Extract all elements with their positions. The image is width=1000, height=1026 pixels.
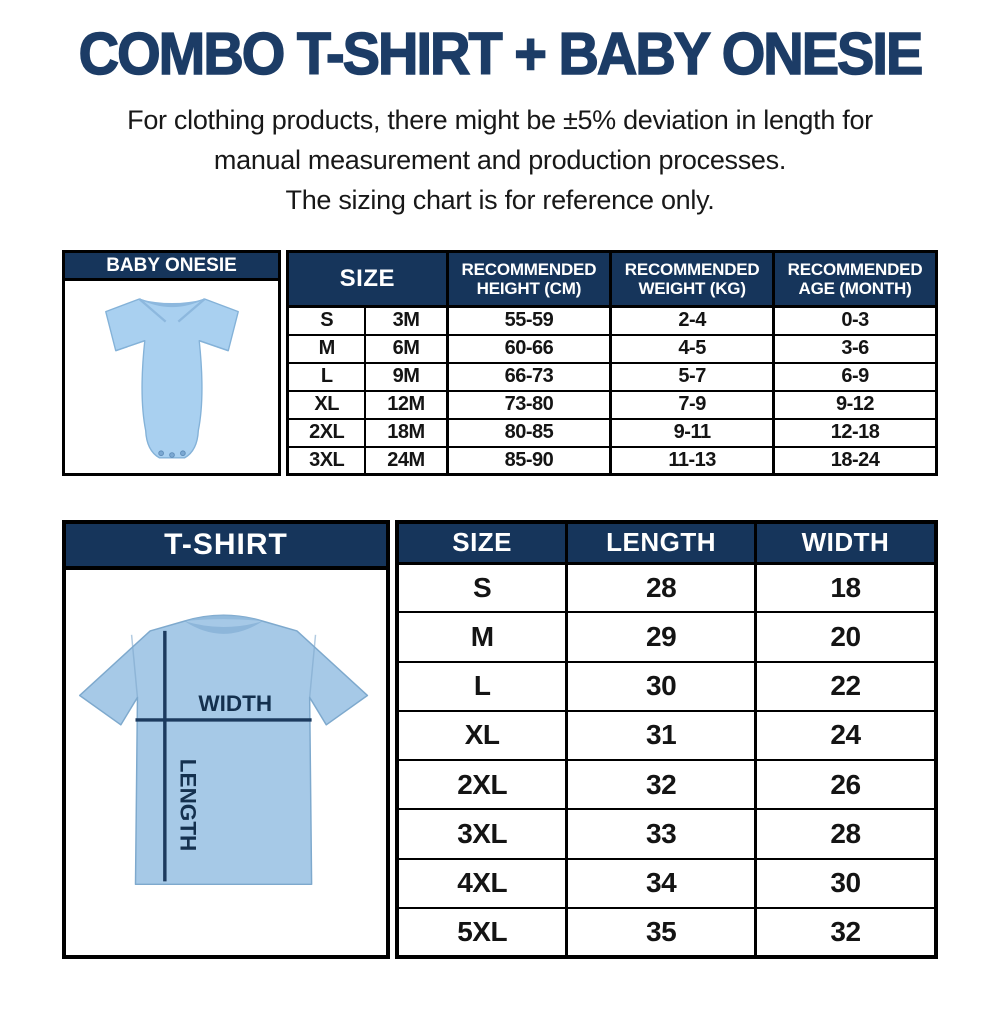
size-cell: L <box>395 660 569 712</box>
onesie-image <box>65 281 278 473</box>
length-cell: 30 <box>565 660 757 712</box>
month-size-cell: 18M <box>364 417 449 448</box>
tshirt-size-section: T-SHIRT WIDTH LENGTH <box>62 520 938 959</box>
baby-onesie-illustration <box>104 298 239 459</box>
table-row: L 30 22 <box>395 660 938 712</box>
onesie-size-section: BABY ONESIE <box>62 250 938 476</box>
disclaimer-line: For clothing products, there might be ±5… <box>127 105 873 135</box>
width-cell: 24 <box>753 709 938 762</box>
length-cell: 32 <box>565 758 757 811</box>
length-cell: 28 <box>565 561 757 614</box>
age-cell: 6-9 <box>772 361 938 392</box>
size-cell: L <box>286 361 367 392</box>
length-cell: 33 <box>565 808 757 860</box>
table-row: M 29 20 <box>395 611 938 663</box>
width-cell: 26 <box>753 758 938 811</box>
height-cell: 66-73 <box>445 361 612 392</box>
weight-cell: 9-11 <box>609 417 775 448</box>
table-row: S 3M 55-59 2-4 0-3 <box>286 305 938 336</box>
onesie-panel: BABY ONESIE <box>62 250 281 476</box>
width-cell: 18 <box>753 561 938 614</box>
tshirt-size-table: SIZE LENGTH WIDTH S 28 18 M 29 20 L <box>395 520 938 959</box>
weight-cell: 2-4 <box>609 305 775 336</box>
length-cell: 29 <box>565 611 757 663</box>
length-column-header: LENGTH <box>565 520 757 565</box>
width-diagram-label: WIDTH <box>198 691 272 716</box>
table-row: M 6M 60-66 4-5 3-6 <box>286 333 938 364</box>
table-row: XL 31 24 <box>395 709 938 762</box>
table-row: XL 12M 73-80 7-9 9-12 <box>286 389 938 420</box>
width-cell: 22 <box>753 660 938 712</box>
size-cell: 5XL <box>395 906 569 959</box>
size-cell: M <box>395 611 569 663</box>
disclaimer-line: The sizing chart is for reference only. <box>285 185 715 215</box>
length-diagram-label: LENGTH <box>176 759 201 851</box>
table-row: 5XL 35 32 <box>395 906 938 959</box>
table-row: 4XL 34 30 <box>395 857 938 909</box>
table-row: 3XL 33 28 <box>395 808 938 860</box>
page-title: COMBO T-SHIRT + BABY ONESIE <box>78 20 924 87</box>
table-row: L 9M 66-73 5-7 6-9 <box>286 361 938 392</box>
size-cell: 3XL <box>395 808 569 860</box>
month-size-cell: 24M <box>364 445 449 476</box>
onesie-size-table: SIZE RECOMMENDED HEIGHT (CM) RECOMMENDED… <box>286 250 938 476</box>
age-cell: 18-24 <box>772 445 938 476</box>
width-column-header: WIDTH <box>753 520 938 565</box>
tshirt-panel: T-SHIRT WIDTH LENGTH <box>62 520 390 959</box>
disclaimer-line: manual measurement and production proces… <box>213 145 787 175</box>
age-cell: 12-18 <box>772 417 938 448</box>
weight-cell: 5-7 <box>609 361 775 392</box>
age-cell: 0-3 <box>772 305 938 336</box>
weight-column-header: RECOMMENDED WEIGHT (KG) <box>609 250 776 308</box>
disclaimer-text: For clothing products, there might be ±5… <box>0 100 1000 220</box>
month-size-cell: 6M <box>364 333 449 364</box>
tshirt-image: WIDTH LENGTH <box>66 570 386 955</box>
height-cell: 85-90 <box>445 445 612 476</box>
length-cell: 34 <box>565 857 757 909</box>
onesie-panel-title: BABY ONESIE <box>65 253 278 281</box>
size-cell: M <box>286 333 367 364</box>
tshirt-measurement-illustration: WIDTH LENGTH <box>78 614 369 886</box>
height-cell: 73-80 <box>445 389 612 420</box>
height-cell: 80-85 <box>445 417 612 448</box>
height-column-header: RECOMMENDED HEIGHT (CM) <box>445 250 613 308</box>
width-cell: 32 <box>753 906 938 959</box>
size-chart-infographic: COMBO T-SHIRT + BABY ONESIE For clothing… <box>0 20 1000 959</box>
width-cell: 28 <box>753 808 938 860</box>
tshirt-header-row: SIZE LENGTH WIDTH <box>395 520 938 565</box>
height-cell: 55-59 <box>445 305 612 336</box>
size-cell: 3XL <box>286 445 367 476</box>
tshirt-panel-title: T-SHIRT <box>66 524 386 570</box>
height-cell: 60-66 <box>445 333 612 364</box>
onesie-header-row: SIZE RECOMMENDED HEIGHT (CM) RECOMMENDED… <box>286 250 938 308</box>
weight-cell: 4-5 <box>609 333 775 364</box>
width-cell: 20 <box>753 611 938 663</box>
size-cell: 4XL <box>395 857 569 909</box>
age-cell: 9-12 <box>772 389 938 420</box>
weight-cell: 11-13 <box>609 445 775 476</box>
length-cell: 35 <box>565 906 757 959</box>
size-column-header: SIZE <box>395 520 569 565</box>
table-row: 2XL 32 26 <box>395 758 938 811</box>
month-size-cell: 12M <box>364 389 449 420</box>
age-cell: 3-6 <box>772 333 938 364</box>
size-cell: S <box>286 305 367 336</box>
size-cell: XL <box>286 389 367 420</box>
table-row: S 28 18 <box>395 561 938 614</box>
weight-cell: 7-9 <box>609 389 775 420</box>
age-column-header: RECOMMENDED AGE (MONTH) <box>772 250 938 308</box>
size-column-header: SIZE <box>286 250 449 308</box>
size-cell: XL <box>395 709 569 762</box>
month-size-cell: 9M <box>364 361 449 392</box>
width-cell: 30 <box>753 857 938 909</box>
month-size-cell: 3M <box>364 305 449 336</box>
size-cell: 2XL <box>395 758 569 811</box>
size-cell: 2XL <box>286 417 367 448</box>
table-row: 3XL 24M 85-90 11-13 18-24 <box>286 445 938 476</box>
length-cell: 31 <box>565 709 757 762</box>
size-cell: S <box>395 561 569 614</box>
table-row: 2XL 18M 80-85 9-11 12-18 <box>286 417 938 448</box>
